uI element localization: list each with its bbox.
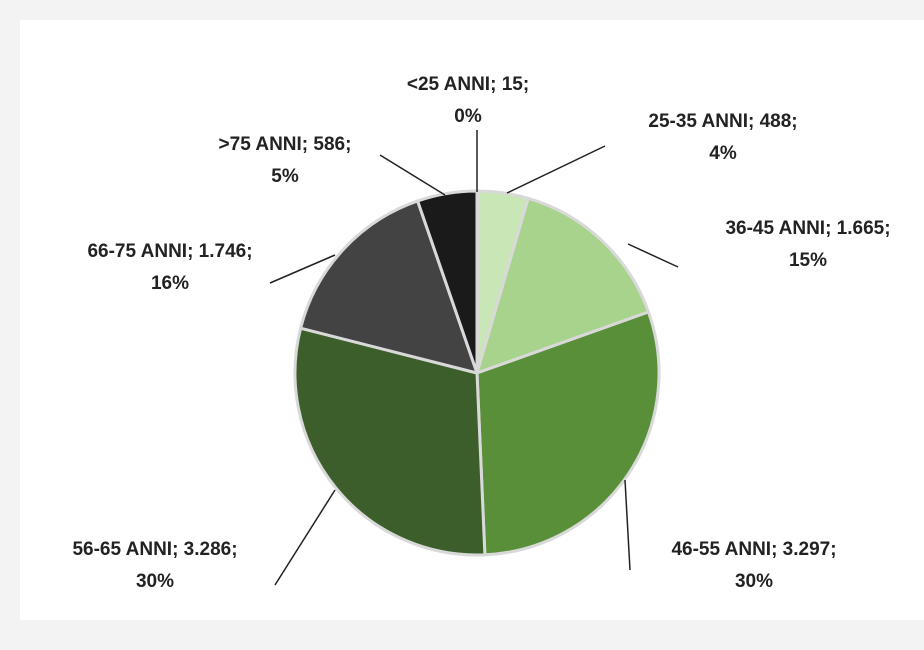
data-label: 25-35 ANNI; 488; <box>648 111 797 132</box>
leader-line <box>627 243 679 268</box>
data-label: 30% <box>136 571 174 592</box>
data-label: 46-55 ANNI; 3.297; <box>671 539 836 560</box>
data-label: 66-75 ANNI; 1.746; <box>87 241 252 262</box>
data-label: 36-45 ANNI; 1.665; <box>725 218 890 239</box>
leader-line <box>506 145 606 194</box>
data-label: 30% <box>735 571 773 592</box>
data-label: 4% <box>709 143 737 164</box>
pie-slice <box>293 326 487 557</box>
data-label: 56-65 ANNI; 3.286; <box>72 539 237 560</box>
leader-line <box>274 489 336 586</box>
leader-line <box>624 479 631 571</box>
leader-line <box>379 154 446 196</box>
pie-slice <box>475 310 661 557</box>
leader-line <box>269 254 336 284</box>
pie-slice <box>299 199 479 375</box>
data-label: 0% <box>454 106 482 127</box>
data-label: <25 ANNI; 15; <box>407 74 529 95</box>
pie-slice <box>475 196 650 375</box>
data-label: 15% <box>789 250 827 271</box>
data-label: >75 ANNI; 586; <box>219 134 352 155</box>
data-label: 5% <box>271 166 299 187</box>
data-label: 16% <box>151 273 189 294</box>
